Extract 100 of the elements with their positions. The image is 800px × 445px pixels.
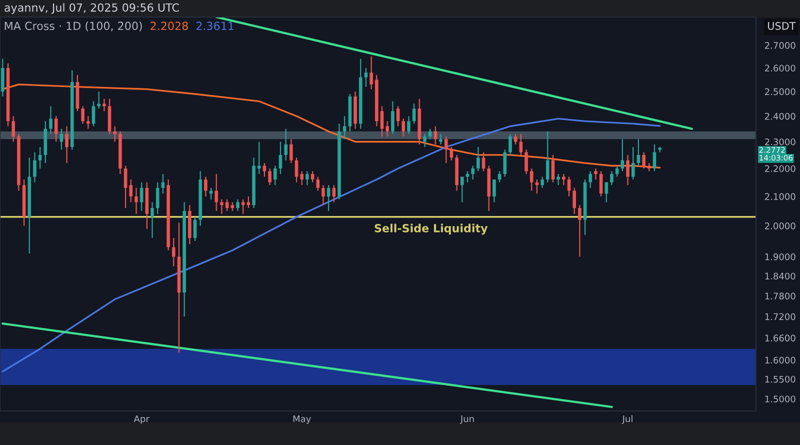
candlestick — [423, 133, 426, 148]
y-tick-label: 1.5000 — [765, 396, 796, 402]
candlestick — [519, 133, 523, 156]
candlestick — [241, 198, 245, 214]
y-tick-label: 1.5500 — [765, 376, 796, 383]
candlestick — [407, 116, 410, 134]
text: 2.3611 — [196, 22, 234, 30]
candlestick — [316, 176, 320, 192]
candlestick — [396, 106, 400, 127]
candlestick — [562, 173, 566, 186]
candlestick — [546, 130, 550, 183]
y-tick-label: 2.6000 — [764, 64, 796, 72]
candlestick — [204, 176, 208, 198]
candlestick — [636, 138, 640, 166]
candlestick — [326, 184, 330, 212]
candlestick — [508, 133, 512, 156]
y-tick-label: 2.2000 — [764, 165, 796, 172]
candlestick — [129, 178, 133, 203]
y-tick-label: 2.5000 — [764, 88, 796, 96]
candlestick — [370, 56, 373, 90]
candlestick — [225, 198, 229, 212]
candlestick — [642, 152, 646, 170]
candlestick — [214, 173, 218, 212]
candlestick — [306, 170, 309, 186]
candlestick — [439, 133, 442, 145]
candlestick — [386, 120, 390, 138]
text: 2.2028 — [150, 22, 188, 30]
candlestick — [391, 100, 394, 134]
candlestick — [599, 170, 603, 198]
chart-title: ayannv, Jul 07, 2025 09:56 UTC — [4, 3, 179, 14]
candlestick — [482, 152, 486, 172]
x-tick-label: Jul — [622, 415, 632, 424]
candlestick — [278, 141, 282, 175]
line-series — [2, 118, 661, 372]
y-tick-label: 1.6000 — [765, 356, 796, 364]
candlestick — [268, 168, 272, 186]
candlestick — [530, 168, 534, 192]
candlestick — [342, 116, 346, 140]
candlestick — [524, 149, 528, 175]
x-tick-label: May — [293, 415, 311, 424]
candlestick — [102, 98, 106, 112]
y-tick-label: 1.8400 — [765, 272, 796, 280]
candlestick — [626, 154, 630, 186]
candlestick — [257, 141, 261, 175]
candlestick — [156, 182, 160, 214]
chart-subtitle: MA Cross · 1D (100, 200) — [4, 21, 142, 32]
candlestick — [631, 146, 635, 180]
candlestick — [193, 216, 197, 242]
candlestick — [113, 126, 117, 142]
candlestick — [33, 152, 36, 183]
candlestick — [572, 187, 576, 214]
y-axis-title: USDT — [768, 22, 796, 30]
candlestick — [54, 116, 58, 142]
candlestick — [262, 162, 266, 178]
candlestick — [450, 146, 454, 161]
candlestick — [540, 176, 544, 188]
candlestick — [610, 170, 614, 186]
candlestick — [81, 106, 84, 124]
candlestick — [236, 198, 240, 212]
candlestick — [290, 138, 293, 164]
candlestick — [332, 184, 336, 203]
candlestick — [412, 103, 416, 124]
candlestick — [551, 154, 555, 183]
candlestick — [273, 165, 277, 186]
candlestick — [498, 170, 502, 183]
candlestick — [476, 146, 480, 172]
candlestick — [124, 165, 128, 209]
candlestick — [92, 100, 96, 127]
candlestick — [172, 237, 176, 267]
candlestick — [12, 116, 16, 142]
y-tick-label: 2.1000 — [764, 193, 796, 200]
y-tick-label: 2.3000 — [764, 138, 796, 146]
candlestick — [1, 58, 4, 97]
candlestick — [492, 178, 496, 203]
candlestick — [310, 170, 314, 183]
candlestick — [220, 198, 224, 214]
candlestick — [556, 173, 560, 186]
y-tick-label: 1.9000 — [765, 253, 796, 260]
candlestick — [652, 144, 656, 172]
candlestick — [38, 146, 42, 170]
candlestick — [97, 91, 100, 110]
candlestick — [567, 176, 571, 198]
y-tick-label: 2.7000 — [764, 42, 796, 49]
candlestick — [150, 202, 154, 239]
y-tick-label: 2.4000 — [764, 112, 796, 120]
candlestick — [322, 184, 325, 206]
candlestick — [402, 118, 406, 138]
candlestick — [503, 149, 507, 178]
ref-line-label: Sell-Side Liquidity — [374, 224, 488, 235]
candlestick — [86, 116, 90, 130]
candlestick — [49, 106, 52, 134]
candlestick — [300, 170, 304, 186]
y-tick-label: 1.7200 — [765, 313, 796, 320]
y-tick-label: 1.6600 — [765, 334, 796, 342]
candlestick — [364, 67, 368, 88]
candlestick — [615, 165, 619, 178]
candlestick — [65, 126, 68, 164]
candlestick — [471, 165, 474, 180]
candlestick — [246, 196, 250, 209]
y-tick-label: 1.7800 — [765, 292, 796, 300]
